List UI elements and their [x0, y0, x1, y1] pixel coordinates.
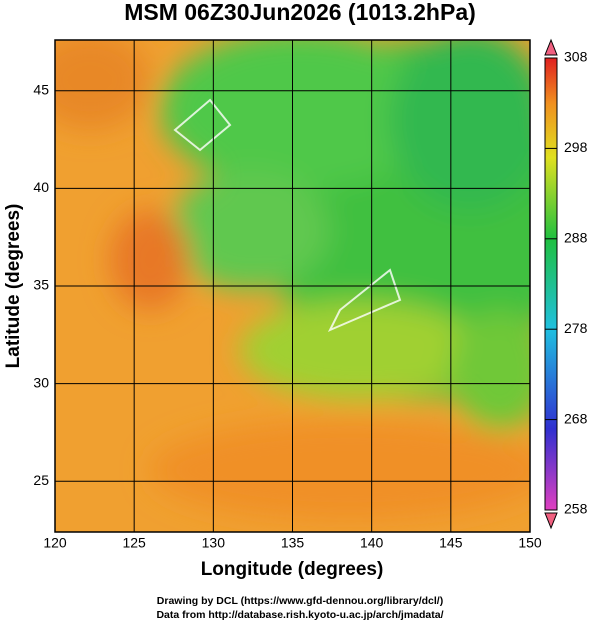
temperature-field: [55, 40, 530, 532]
y-tick-label: 35: [33, 277, 49, 293]
colorbar-arrows: [544, 38, 558, 530]
credit-line: Data from http://database.rish.kyoto-u.a…: [156, 609, 443, 621]
y-tick-label: 40: [33, 179, 49, 195]
y-axis-label: Latitude (degrees): [3, 204, 24, 369]
x-axis-label: Longitude (degrees): [201, 559, 384, 580]
colorbar-tick-label: 258: [564, 501, 588, 517]
map-title: MSM 06Z30Jun2026 (1013.2hPa): [124, 0, 476, 25]
colorbar: [544, 57, 558, 511]
colorbar-tick-label: 268: [564, 410, 588, 426]
x-tick-label: 120: [43, 535, 67, 551]
x-tick-label: 150: [518, 535, 542, 551]
x-tick-label: 135: [281, 535, 305, 551]
colorbar-tick-label: 298: [564, 139, 588, 155]
credit-line: Drawing by DCL (https://www.gfd-dennou.o…: [157, 595, 443, 607]
colorbar-tick-label: 288: [564, 230, 588, 246]
colorbar-tick-label: 308: [564, 49, 588, 65]
x-tick-label: 145: [439, 535, 463, 551]
x-tick-label: 125: [122, 535, 146, 551]
x-tick-label: 130: [202, 535, 226, 551]
y-tick-label: 25: [33, 472, 49, 488]
colorbar-tick-label: 278: [564, 320, 588, 336]
y-tick-label: 45: [33, 81, 49, 97]
y-tick-label: 30: [33, 374, 49, 390]
x-tick-label: 140: [360, 535, 384, 551]
